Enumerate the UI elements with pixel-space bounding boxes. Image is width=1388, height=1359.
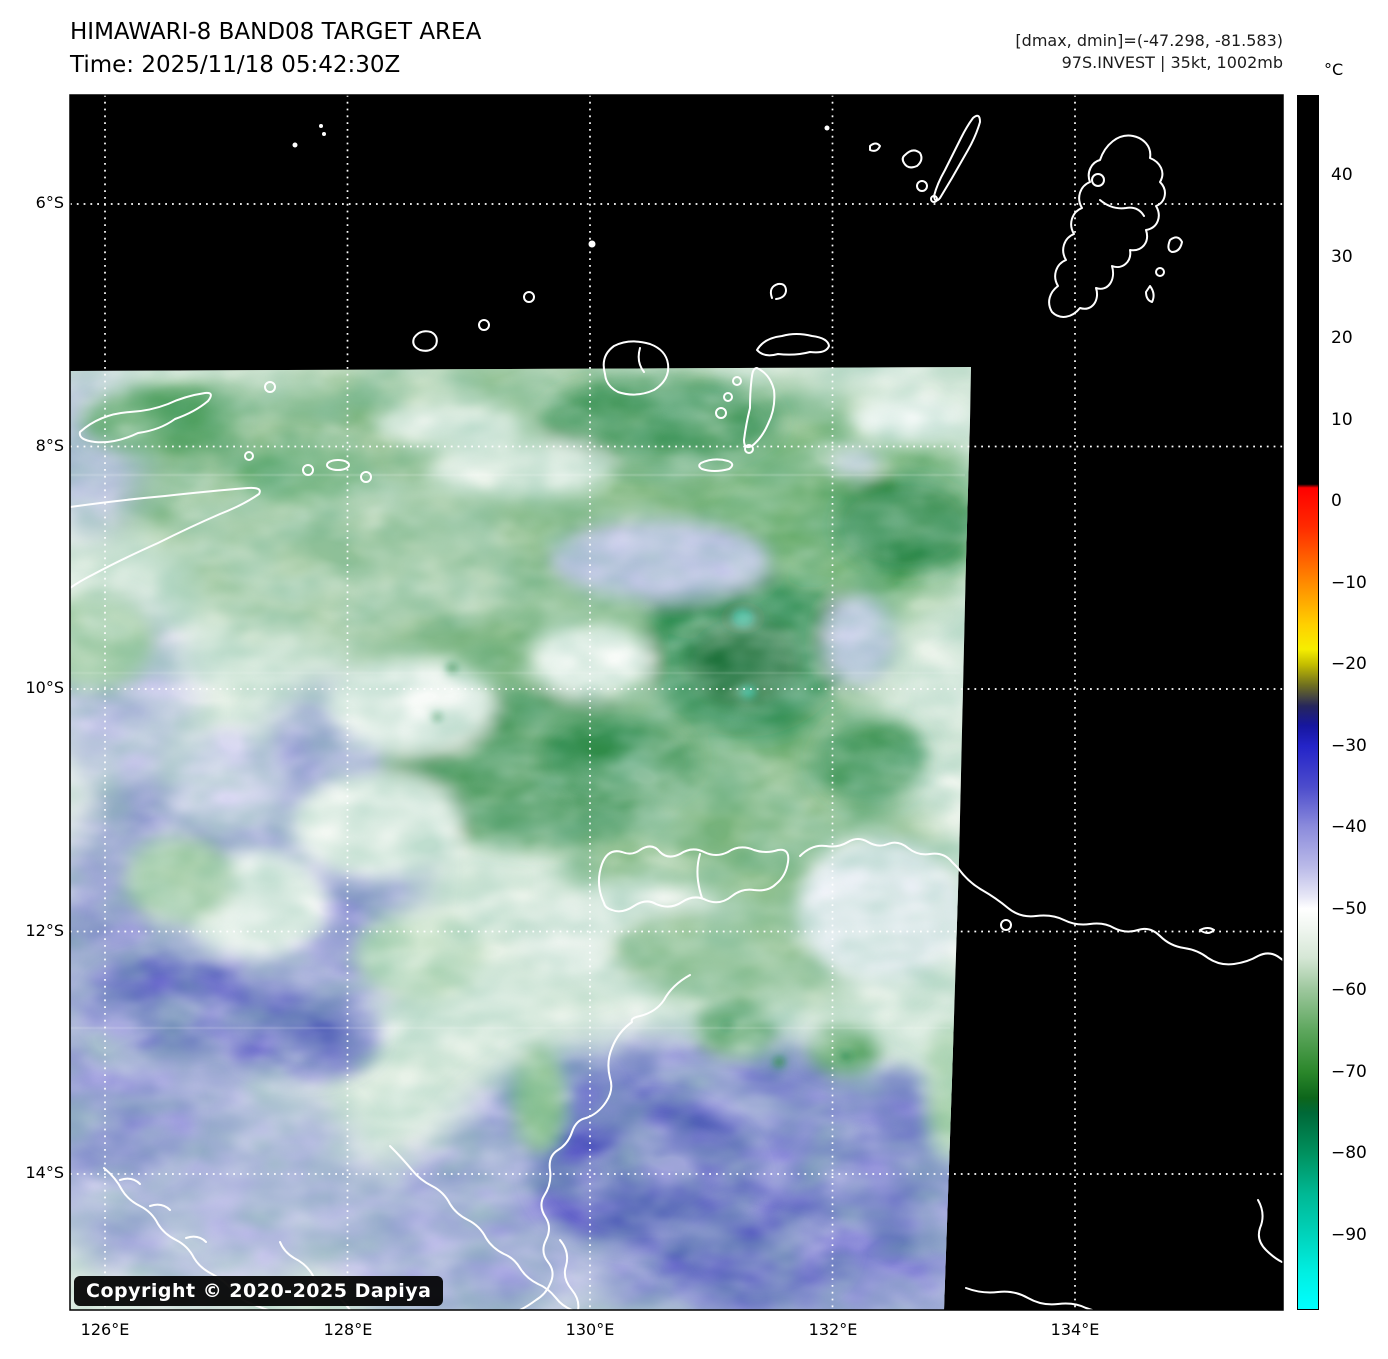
y-tick-label: 14°S [25, 1163, 64, 1182]
colorbar-tick-label: −30 [1331, 736, 1367, 756]
islet-specks [292, 124, 830, 148]
y-tick-label: 10°S [25, 678, 64, 697]
colorbar-tick-label: −70 [1331, 1062, 1367, 1082]
colorbar-tick-label: 0 [1331, 491, 1342, 511]
figure-title: HIMAWARI-8 BAND08 TARGET AREA [70, 19, 482, 45]
graticule-gridlines [70, 95, 1283, 1310]
colorbar-tick-label: 20 [1331, 328, 1353, 348]
map-frame [69, 94, 1284, 1311]
x-tick-label: 128°E [323, 1320, 373, 1339]
x-tick-label: 126°E [80, 1320, 130, 1339]
x-tick-label: 134°E [1050, 1320, 1100, 1339]
colorbar-tick-label: 30 [1331, 247, 1353, 267]
colorbar-tick-label: −50 [1331, 899, 1367, 919]
colorbar-tick-label: −10 [1331, 573, 1367, 593]
colorbar-tick-label: −60 [1331, 980, 1367, 1000]
x-tick-label: 132°E [808, 1320, 858, 1339]
scanline-seams [70, 473, 965, 1030]
colorbar-tick-label: 10 [1331, 410, 1353, 430]
copyright-badge: Copyright © 2020-2025 Dapiya [74, 1276, 444, 1306]
colorbar-unit-label: °C [1324, 60, 1344, 79]
colorbar-tick-label: −20 [1331, 654, 1367, 674]
dmax-dmin-text: [dmax, dmin]=(-47.298, -81.583) [1015, 31, 1283, 50]
colorbar [1297, 95, 1319, 1310]
figure-timestamp: Time: 2025/11/18 05:42:30Z [70, 52, 401, 78]
figure-annotations: [dmax, dmin]=(-47.298, -81.583) 97S.INVE… [1015, 30, 1283, 74]
y-tick-label: 12°S [25, 921, 64, 940]
y-tick-label: 8°S [35, 436, 64, 455]
coastlines [69, 114, 1288, 1311]
y-tick-label: 6°S [35, 193, 64, 212]
figure-header: HIMAWARI-8 BAND08 TARGET AREA Time: 2025… [70, 16, 481, 82]
colorbar-tick-label: −90 [1331, 1225, 1367, 1245]
storm-info-text: 97S.INVEST | 35kt, 1002mb [1061, 53, 1283, 72]
colorbar-tick-label: −40 [1331, 817, 1367, 837]
colorbar-tick-label: −80 [1331, 1143, 1367, 1163]
satellite-swath [70, 367, 971, 1310]
x-tick-label: 130°E [565, 1320, 615, 1339]
colorbar-tick-label: 40 [1331, 165, 1353, 185]
